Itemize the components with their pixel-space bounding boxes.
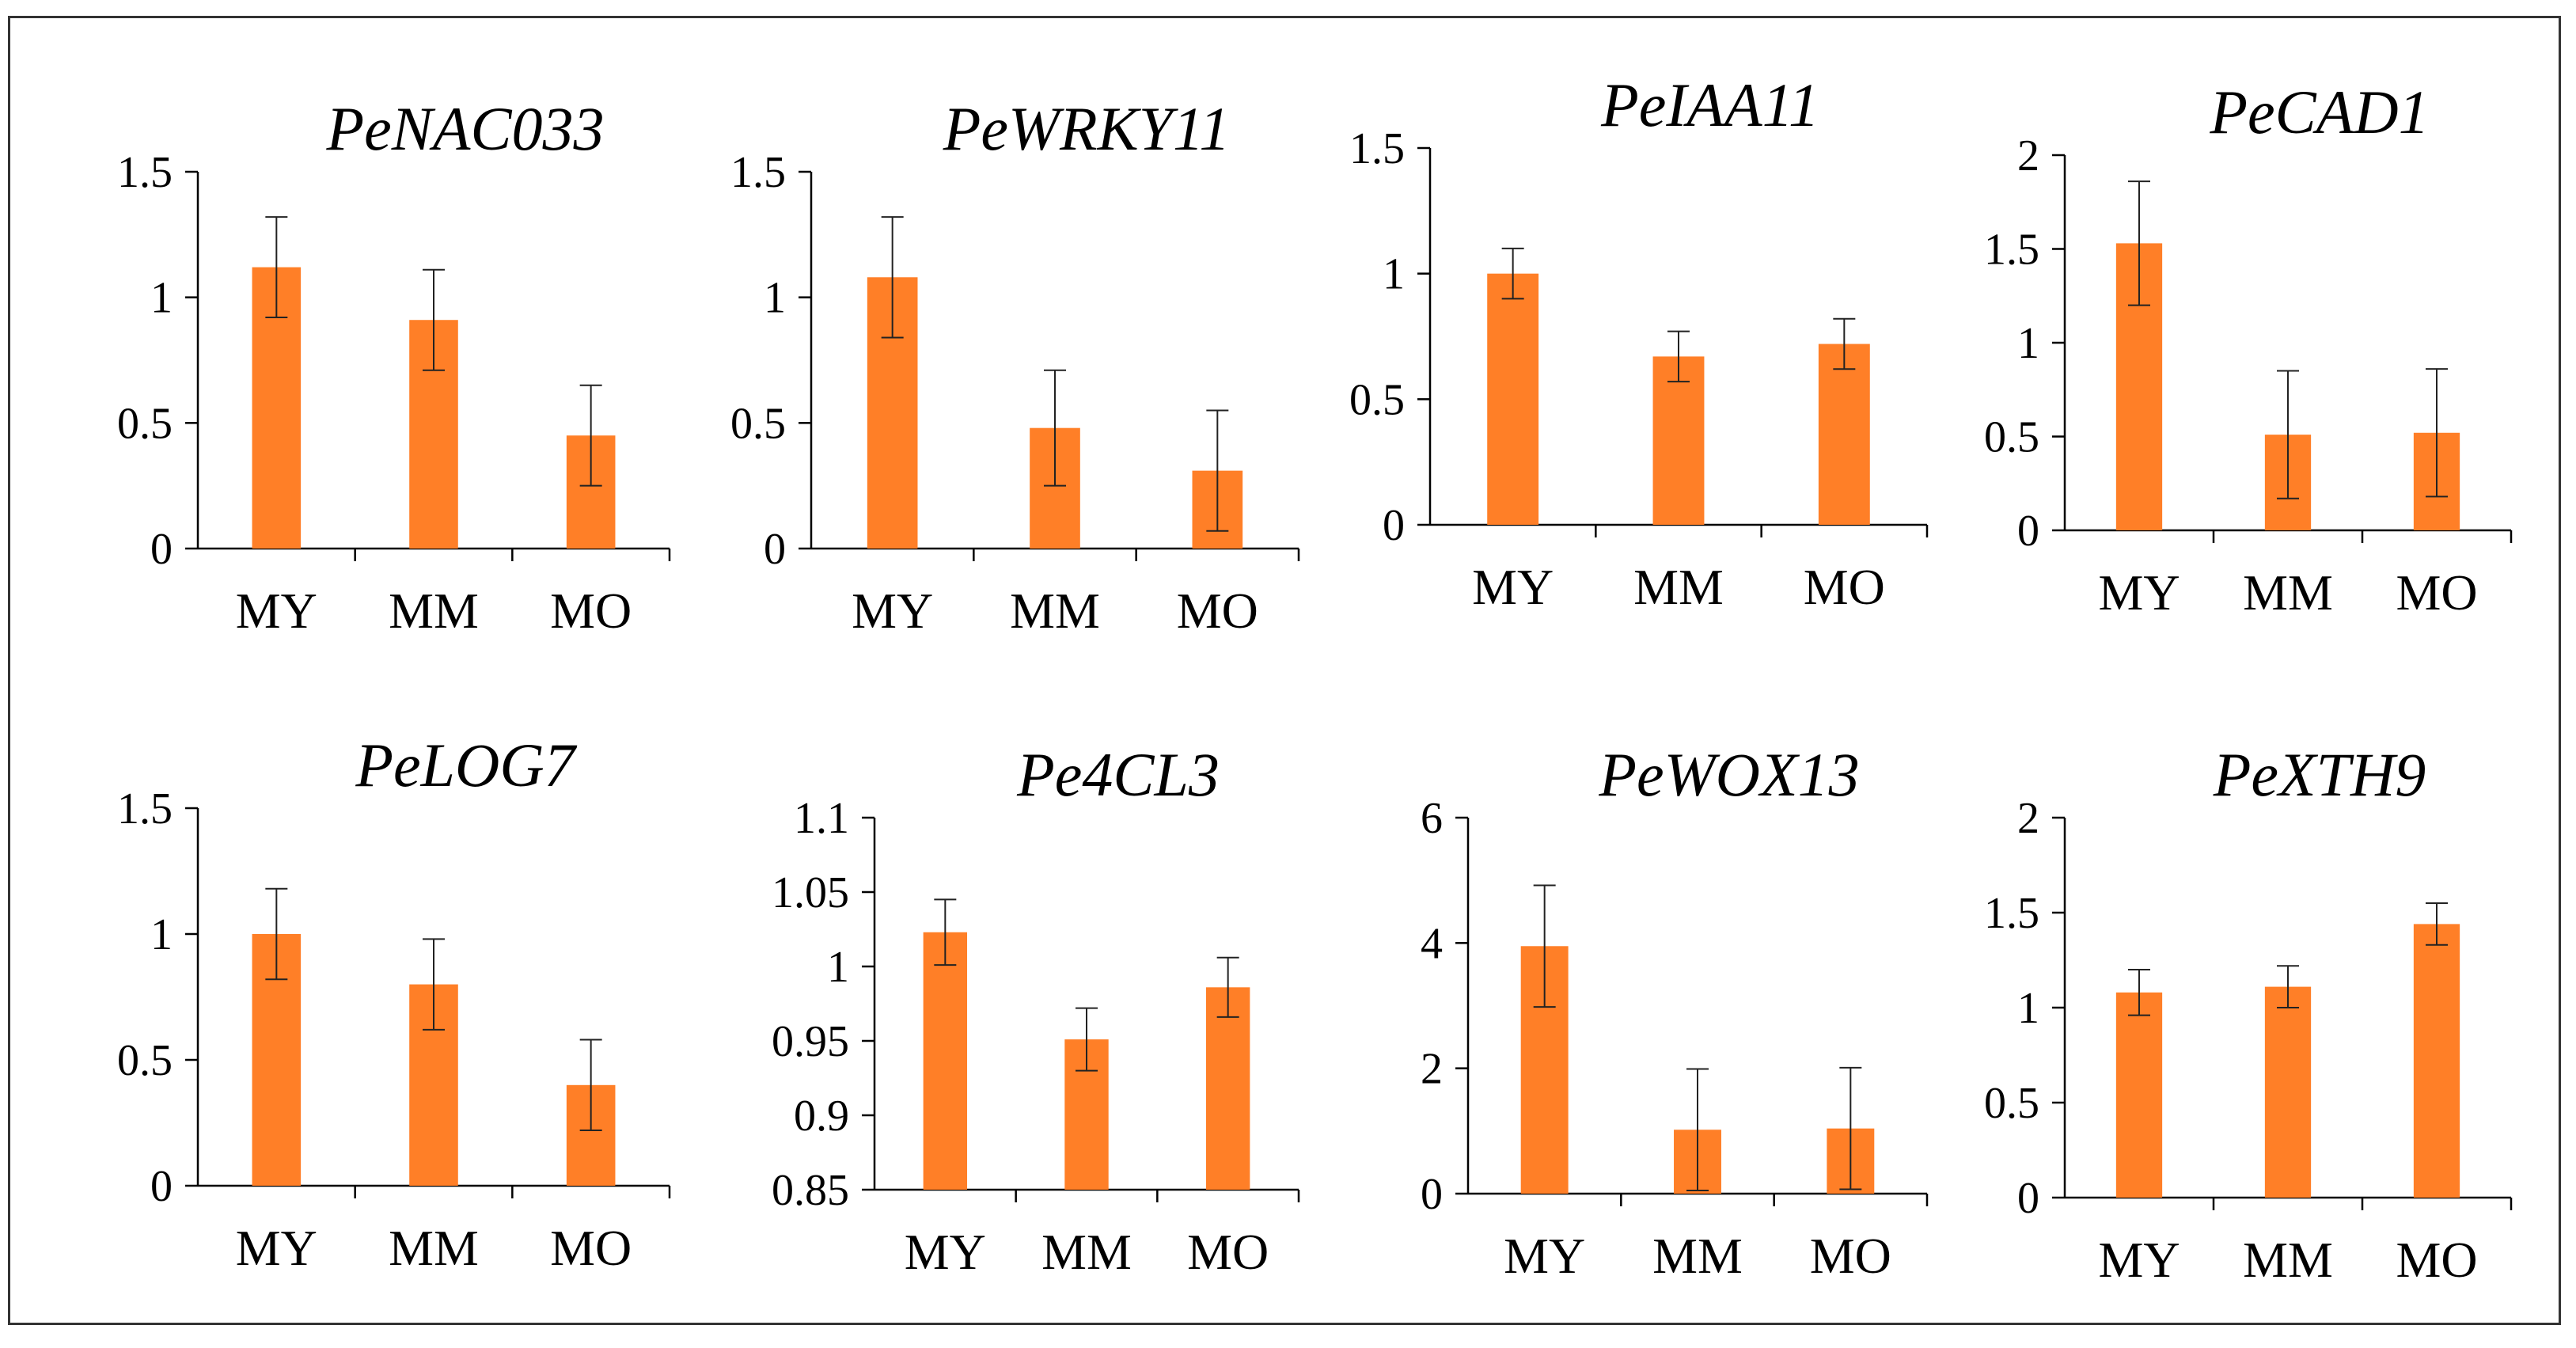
bar <box>1205 987 1250 1190</box>
x-category-label: MO <box>1810 1228 1891 1284</box>
y-tick-label: 0 <box>1383 501 1405 550</box>
x-category-label: MO <box>2396 1232 2477 1288</box>
chart-title: PeWRKY11 <box>943 94 1231 163</box>
y-tick-label: 0 <box>2017 1174 2039 1223</box>
chart-panel: PeWRKY11 0 0.5 1 1.5 MY MM MO <box>730 94 1300 639</box>
y-tick-label: 0.95 <box>772 1017 849 1066</box>
y-tick-label: 1 <box>2017 319 2039 368</box>
bar <box>2413 924 2460 1198</box>
y-tick-label: 6 <box>1421 794 1443 843</box>
y-tick-label: 1.5 <box>1349 124 1405 173</box>
bar-chart-grid: PeNAC033 0 0.5 1 1.5 MY MM MO PeWRKY11 0 0.5 1 1.5 MY… <box>117 70 2513 1288</box>
y-tick-label: 0.85 <box>772 1166 849 1215</box>
bar <box>2115 992 2163 1198</box>
y-tick-label: 1 <box>827 943 849 992</box>
chart-panel: PeNAC033 0 0.5 1 1.5 MY MM MO <box>117 94 671 639</box>
y-tick-label: 1.5 <box>1984 226 2039 275</box>
y-tick-label: 2 <box>2017 131 2039 180</box>
y-tick-label: 0.5 <box>117 399 173 448</box>
y-tick-label: 0 <box>2017 507 2039 556</box>
chart-panel: PeCAD1 0 0.5 1 1.5 2 MY MM MO <box>1984 78 2513 621</box>
y-tick-label: 2 <box>2017 794 2039 843</box>
chart-panel: PeIAA11 0 0.5 1 1.5 MY MM MO <box>1349 70 1929 615</box>
chart-title: PeWOX13 <box>1598 740 1859 809</box>
chart-panel: Pe4CL3 0.85 0.9 0.95 1 1.05 1.1 MY MM MO <box>772 740 1300 1280</box>
x-category-label: MM <box>389 583 479 639</box>
x-category-label: MY <box>905 1224 986 1280</box>
y-tick-label: 0 <box>764 525 786 574</box>
chart-panel: PeLOG7 0 0.5 1 1.5 MY MM MO <box>117 731 671 1276</box>
x-category-label: MY <box>1504 1228 1585 1284</box>
y-tick-label: 1 <box>150 274 173 323</box>
x-category-label: MM <box>2243 1232 2333 1288</box>
chart-title: PeNAC033 <box>326 94 605 163</box>
y-tick-label: 1.05 <box>772 868 849 917</box>
y-tick-label: 1 <box>2017 984 2039 1033</box>
bar <box>2264 986 2312 1198</box>
chart-panel: PeXTH9 0 0.5 1 1.5 2 MY MM MO <box>1984 740 2513 1288</box>
y-tick-label: 0.5 <box>1984 413 2039 462</box>
x-category-label: MM <box>2243 564 2333 621</box>
x-category-label: MM <box>1633 559 1724 615</box>
y-tick-label: 0 <box>150 525 173 574</box>
x-category-label: MO <box>2396 564 2477 621</box>
y-tick-label: 1.1 <box>794 794 849 843</box>
bar <box>923 932 968 1190</box>
chart-title: PeCAD1 <box>2209 78 2429 146</box>
x-category-label: MY <box>2098 564 2180 621</box>
x-category-label: MO <box>1804 559 1885 615</box>
chart-title: PeIAA11 <box>1600 70 1819 139</box>
y-tick-label: 4 <box>1421 919 1443 968</box>
y-tick-label: 1 <box>764 274 786 323</box>
y-tick-label: 0.5 <box>1984 1079 2039 1128</box>
x-category-label: MM <box>1652 1228 1743 1284</box>
bar <box>1818 344 1870 525</box>
y-tick-label: 2 <box>1421 1045 1443 1094</box>
y-tick-label: 0.5 <box>730 399 786 448</box>
y-tick-label: 1.5 <box>117 784 173 833</box>
x-category-label: MO <box>550 1220 632 1276</box>
x-category-label: MM <box>1041 1224 1132 1280</box>
y-tick-label: 1.5 <box>730 148 786 197</box>
x-category-label: MY <box>852 583 933 639</box>
y-tick-label: 1 <box>150 910 173 959</box>
bar <box>1487 273 1539 525</box>
y-tick-label: 1.5 <box>1984 889 2039 938</box>
y-tick-label: 1 <box>1383 250 1405 299</box>
x-category-label: MO <box>1177 583 1258 639</box>
x-category-label: MY <box>1472 559 1554 615</box>
chart-title: PeLOG7 <box>355 731 577 799</box>
y-tick-label: 1.5 <box>117 148 173 197</box>
y-tick-label: 0.9 <box>794 1092 849 1141</box>
figure-frame: PeNAC033 0 0.5 1 1.5 MY MM MO PeWRKY11 0 0.5 1 1.5 MY… <box>8 16 2561 1325</box>
bar <box>1652 356 1705 525</box>
y-tick-label: 0.5 <box>1349 375 1405 424</box>
x-category-label: MM <box>1010 583 1100 639</box>
x-category-label: MY <box>2098 1232 2180 1288</box>
chart-panel: PeWOX13 0 2 4 6 MY MM MO <box>1421 740 1929 1284</box>
y-tick-label: 0 <box>150 1162 173 1211</box>
chart-title: Pe4CL3 <box>1016 740 1220 809</box>
chart-title: PeXTH9 <box>2213 740 2426 809</box>
y-tick-label: 0.5 <box>117 1036 173 1085</box>
x-category-label: MO <box>1187 1224 1269 1280</box>
x-category-label: MM <box>389 1220 479 1276</box>
y-tick-label: 0 <box>1421 1170 1443 1219</box>
x-category-label: MY <box>236 583 317 639</box>
x-category-label: MO <box>550 583 632 639</box>
x-category-label: MY <box>236 1220 317 1276</box>
